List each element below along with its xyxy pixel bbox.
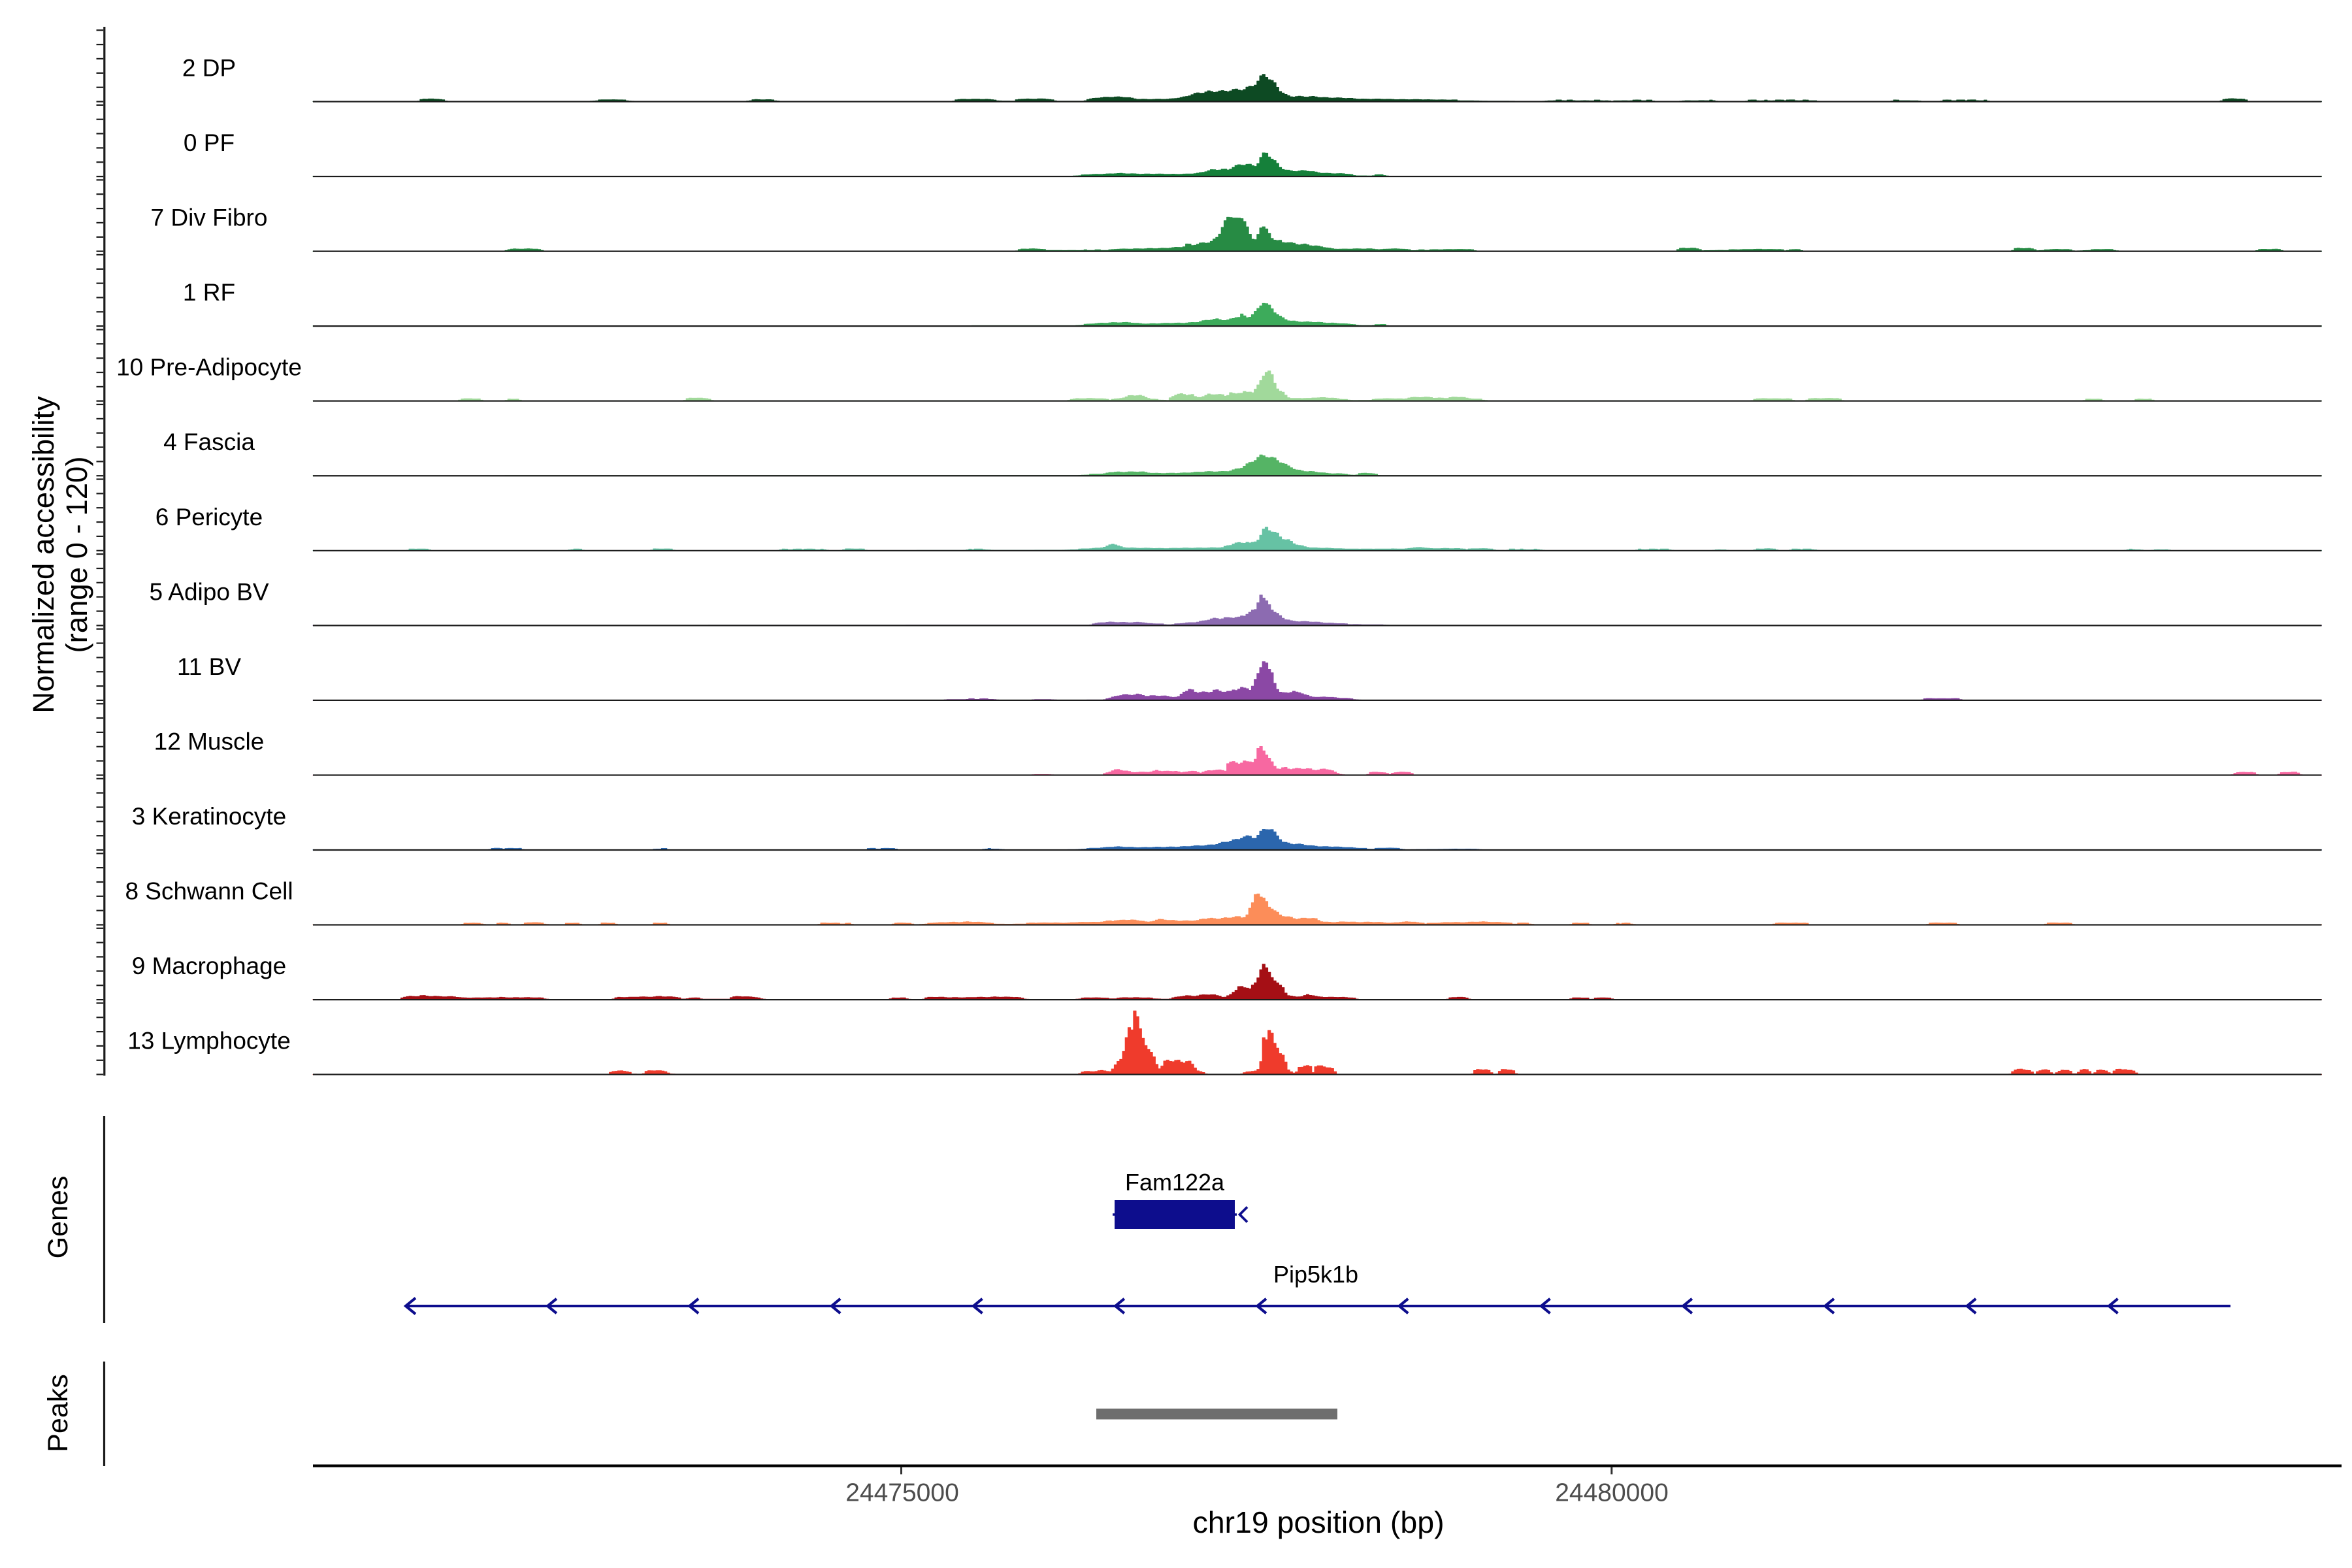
svg-text:Normalized accessibility: Normalized accessibility [27, 396, 60, 713]
svg-text:chr19 position (bp): chr19 position (bp) [1192, 1505, 1444, 1539]
svg-text:10 Pre-Adipocyte: 10 Pre-Adipocyte [116, 354, 302, 381]
svg-text:5 Adipo BV: 5 Adipo BV [149, 578, 269, 605]
svg-text:24480000: 24480000 [1555, 1479, 1669, 1507]
svg-text:11 BV: 11 BV [177, 653, 241, 680]
svg-text:Peaks: Peaks [42, 1374, 74, 1452]
svg-text:3 Keratinocyte: 3 Keratinocyte [132, 803, 287, 830]
svg-text:9 Macrophage: 9 Macrophage [132, 953, 287, 979]
svg-text:6 Pericyte: 6 Pericyte [155, 504, 263, 531]
svg-text:1 RF: 1 RF [183, 279, 235, 306]
svg-text:24475000: 24475000 [845, 1479, 959, 1507]
svg-text:0 PF: 0 PF [184, 129, 235, 156]
svg-text:12 Muscle: 12 Muscle [154, 728, 265, 755]
svg-text:4 Fascia: 4 Fascia [163, 429, 255, 455]
svg-text:2 DP: 2 DP [182, 55, 236, 82]
svg-text:8 Schwann Cell: 8 Schwann Cell [125, 878, 293, 905]
svg-text:Genes: Genes [42, 1176, 74, 1259]
svg-text:7 Div Fibro: 7 Div Fibro [151, 204, 268, 231]
svg-text:Fam122a: Fam122a [1125, 1169, 1225, 1196]
svg-text:Pip5k1b: Pip5k1b [1273, 1261, 1358, 1288]
svg-text:(range 0 - 120): (range 0 - 120) [60, 457, 93, 653]
svg-text:13 Lymphocyte: 13 Lymphocyte [127, 1028, 291, 1054]
